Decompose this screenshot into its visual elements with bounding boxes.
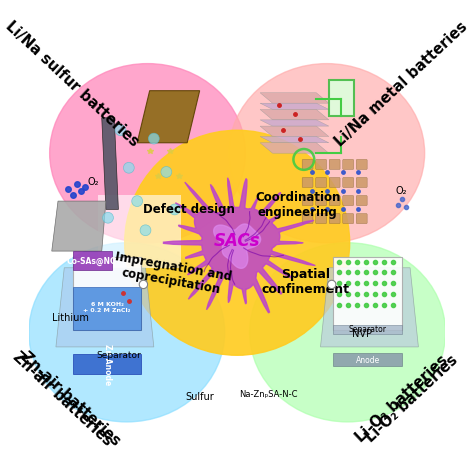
Bar	[329, 80, 354, 116]
Polygon shape	[260, 120, 329, 126]
FancyBboxPatch shape	[302, 196, 313, 205]
Circle shape	[140, 225, 151, 236]
Text: Li/Na metal batteries: Li/Na metal batteries	[333, 19, 471, 150]
FancyBboxPatch shape	[356, 177, 367, 188]
Text: Zn-air batteries: Zn-air batteries	[9, 349, 115, 449]
Text: Co-SAs@NC: Co-SAs@NC	[66, 257, 116, 266]
Bar	[73, 251, 112, 270]
Polygon shape	[52, 201, 106, 251]
Circle shape	[328, 280, 336, 289]
Text: Zn Anode: Zn Anode	[103, 344, 112, 386]
Polygon shape	[260, 143, 329, 153]
Ellipse shape	[250, 243, 446, 422]
FancyBboxPatch shape	[356, 213, 367, 224]
Bar	[333, 257, 402, 330]
FancyBboxPatch shape	[302, 177, 313, 188]
Polygon shape	[260, 137, 329, 143]
Polygon shape	[320, 268, 419, 347]
Text: Separator: Separator	[348, 325, 387, 334]
Ellipse shape	[229, 64, 425, 243]
Text: 6 M KOH₂
+ 0.2 M ZnCl₂: 6 M KOH₂ + 0.2 M ZnCl₂	[83, 302, 131, 313]
FancyBboxPatch shape	[343, 160, 354, 169]
Polygon shape	[260, 93, 329, 103]
Text: Defect design: Defect design	[143, 203, 235, 216]
Text: Na-ZnₚSA-N-C: Na-ZnₚSA-N-C	[239, 390, 298, 399]
Text: Li/Na sulfur batteries: Li/Na sulfur batteries	[3, 19, 142, 150]
FancyBboxPatch shape	[343, 213, 354, 224]
Bar	[333, 325, 402, 335]
FancyBboxPatch shape	[316, 160, 327, 169]
Polygon shape	[260, 126, 329, 137]
FancyBboxPatch shape	[356, 160, 367, 169]
Circle shape	[132, 196, 143, 206]
Text: Lithium: Lithium	[52, 313, 89, 323]
Text: Li-O₂ batteries: Li-O₂ batteries	[353, 352, 451, 446]
FancyBboxPatch shape	[343, 196, 354, 205]
Polygon shape	[260, 103, 329, 110]
FancyBboxPatch shape	[329, 160, 340, 169]
Polygon shape	[137, 91, 200, 143]
FancyBboxPatch shape	[316, 196, 327, 205]
Text: NVP: NVP	[352, 329, 372, 339]
Bar	[73, 257, 141, 330]
Circle shape	[139, 280, 147, 289]
FancyBboxPatch shape	[343, 177, 354, 188]
Ellipse shape	[50, 64, 246, 243]
FancyBboxPatch shape	[329, 196, 340, 205]
Text: Li-O₂ batteries: Li-O₂ batteries	[363, 352, 461, 446]
Polygon shape	[164, 178, 315, 313]
Bar	[333, 353, 402, 366]
Text: O₂: O₂	[88, 177, 99, 187]
Bar	[98, 195, 181, 268]
FancyBboxPatch shape	[329, 213, 340, 224]
Circle shape	[161, 167, 172, 177]
Polygon shape	[214, 224, 261, 268]
Circle shape	[115, 125, 126, 136]
Polygon shape	[260, 110, 329, 120]
Text: SACs: SACs	[214, 232, 260, 250]
Text: Anode: Anode	[356, 356, 380, 365]
FancyBboxPatch shape	[329, 177, 340, 188]
FancyBboxPatch shape	[316, 177, 327, 188]
Circle shape	[102, 212, 113, 223]
Text: Spatial
confinement: Spatial confinement	[262, 268, 350, 296]
Text: Separator: Separator	[96, 351, 141, 360]
Polygon shape	[102, 118, 118, 210]
Text: Coordination
engineering: Coordination engineering	[255, 191, 340, 219]
Ellipse shape	[29, 243, 225, 422]
Polygon shape	[56, 268, 154, 347]
Text: Impregnation and
coprecipitation: Impregnation and coprecipitation	[112, 250, 233, 298]
Ellipse shape	[125, 130, 350, 355]
Circle shape	[169, 204, 180, 215]
FancyBboxPatch shape	[302, 213, 313, 224]
Bar	[73, 286, 141, 330]
Text: Sulfur: Sulfur	[185, 392, 214, 402]
Text: Zn-air batteries: Zn-air batteries	[18, 349, 123, 449]
Bar	[73, 354, 141, 374]
FancyBboxPatch shape	[302, 160, 313, 169]
Circle shape	[123, 162, 134, 173]
Text: O₂: O₂	[396, 186, 408, 196]
FancyBboxPatch shape	[356, 196, 367, 205]
Circle shape	[148, 133, 159, 144]
FancyBboxPatch shape	[316, 213, 327, 224]
